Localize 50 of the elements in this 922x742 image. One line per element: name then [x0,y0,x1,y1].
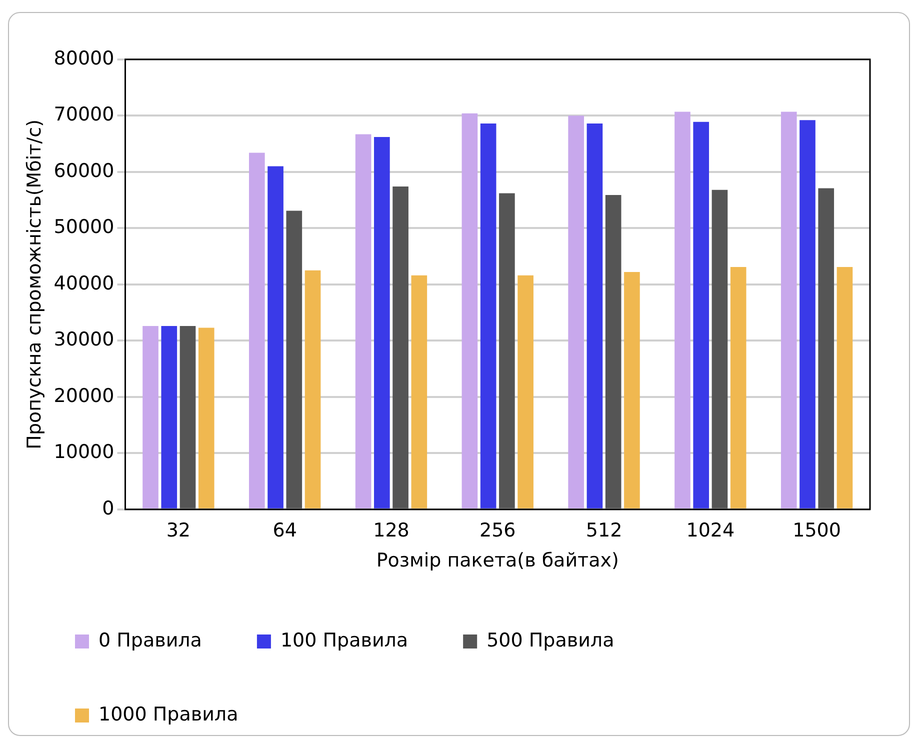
bar [286,210,302,508]
bar [818,188,834,508]
bar [605,194,622,508]
bar [161,326,178,508]
x-tick-label: 128 [373,520,410,542]
bar [480,124,496,508]
x-tick-label: 1024 [686,520,735,542]
bar [248,152,265,508]
y-axis-title: Пропускна спроможність(Мбіт/с) [23,119,46,450]
y-tick-label: 60000 [54,160,114,182]
bar [499,193,515,508]
bar [674,112,690,508]
x-tick-label: 64 [272,520,297,542]
bar [518,275,534,508]
bar [198,328,214,508]
legend-label: 100 Правила [280,629,408,652]
bar [355,134,372,508]
bar [392,186,408,508]
bar [800,120,816,508]
bar [624,272,640,508]
y-tick-label: 30000 [54,328,114,351]
y-tick-label: 70000 [54,104,114,126]
bar [712,190,728,508]
y-tick-label: 10000 [54,441,114,464]
bar [142,326,158,508]
y-tick-label: 50000 [54,216,114,238]
bar [586,124,603,508]
legend-label: 0 Правила [98,629,202,652]
x-tick-label: 1500 [792,520,841,542]
bar [568,116,584,508]
bar [268,166,284,508]
x-axis-title: Розмір пакета(в байтах) [376,550,619,572]
bar [462,113,478,508]
bar [780,112,797,508]
y-tick-label: 40000 [54,272,114,294]
bar [374,137,390,508]
bar [180,326,196,508]
x-tick-label: 32 [166,520,191,542]
bar [304,270,321,508]
y-tick-label: 80000 [54,47,114,70]
bar [411,275,428,508]
y-tick-label: 20000 [54,384,114,407]
bar [836,266,853,508]
bar [693,122,710,508]
x-tick-label: 512 [586,520,622,542]
y-tick-label: 0 [102,497,114,520]
legend-label: 500 Правила [486,629,614,652]
x-tick-label: 256 [479,520,516,542]
legend-label: 1000 Правила [98,703,238,726]
bar [730,266,746,508]
